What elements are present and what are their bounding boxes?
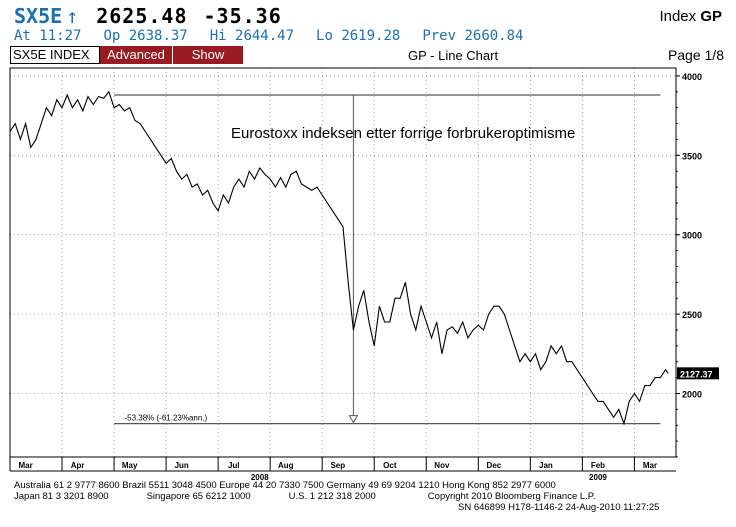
quote-details: At 11:27 Op 2638.37 Hi 2644.47 Lo 2619.28 Pr…: [14, 28, 545, 44]
quote-time: At 11:27: [14, 28, 82, 44]
decline-arrow-head: [348, 415, 359, 424]
x-tick-label: Nov: [434, 461, 450, 470]
security-field[interactable]: SX5E INDEX: [10, 46, 100, 64]
open-price: Op 2638.37: [103, 28, 188, 44]
x-tick-label: Aug: [278, 461, 294, 470]
x-tick-label: Mar: [643, 461, 657, 470]
y-tick-label: 3500: [682, 151, 702, 161]
price-series-line: [9, 90, 669, 426]
year-label: 2009: [589, 473, 607, 482]
axis-ticks: 2000 2500 3000 3500 4000 Mar Apr May Jun Jul Aug Se…: [9, 72, 702, 482]
low-price: Lo 2619.28: [316, 28, 401, 44]
x-tick-label: May: [122, 461, 138, 470]
x-tick-label: Feb: [591, 461, 605, 470]
footer-line-2: Japan 81 3 3201 8900 Singapore 65 6212 10…: [14, 491, 596, 502]
chart-marks: -53.38% (-61.23%ann.) 2127.37: [9, 90, 719, 426]
x-tick-label: Jun: [175, 461, 189, 470]
footer-singapore: Singapore 65 6212 1000: [146, 491, 251, 502]
x-tick-label: Dec: [487, 461, 502, 470]
up-arrow-icon: ↑: [66, 4, 79, 28]
x-tick-label: Oct: [383, 461, 397, 470]
high-price: Hi 2644.47: [209, 28, 295, 44]
last-price: 2625.48: [96, 4, 188, 28]
chart-axes: [9, 67, 677, 472]
show-button[interactable]: Show: [173, 46, 243, 64]
index-label: Index GP: [659, 8, 722, 25]
quote-header: SX5E ↑ 2625.48 -35.36: [14, 4, 282, 28]
x-tick-label: Jul: [228, 461, 240, 470]
last-price-label: 2127.37: [680, 369, 713, 379]
footer-japan: Japan 81 3 3201 8900: [14, 491, 109, 502]
page-indicator[interactable]: Page 1/8: [667, 47, 724, 63]
y-tick-label: 2000: [682, 389, 702, 399]
chart-annotation: Eurostoxx indeksen etter forrige forbruk…: [231, 125, 575, 142]
x-tick-label: Mar: [18, 461, 32, 470]
footer-copyright: Copyright 2010 Bloomberg Finance L.P.: [427, 491, 596, 502]
footer-line-1: Australia 61 2 9777 8600 Brazil 5511 304…: [14, 480, 556, 491]
y-tick-label: 4000: [682, 72, 702, 82]
last-price-marker: [677, 367, 719, 380]
x-tick-label: Jan: [539, 461, 553, 470]
y-tick-label: 2500: [682, 310, 702, 320]
plot-frame: [9, 67, 677, 458]
ticker-symbol[interactable]: SX5E: [14, 4, 63, 28]
prev-close: Prev 2660.84: [422, 28, 524, 44]
x-tick-label: Sep: [330, 461, 345, 470]
x-tick-label: Apr: [71, 461, 85, 470]
advanced-button[interactable]: Advanced: [100, 46, 172, 64]
decline-label: -53.38% (-61.23%ann.): [124, 414, 207, 423]
net-change: -35.36: [203, 4, 282, 28]
y-tick-label: 3000: [682, 231, 702, 241]
footer-us: U.S. 1 212 318 2000: [288, 491, 376, 502]
footer-line-3: SN 646899 H178-1146-2 24-Aug-2010 11:27:…: [458, 502, 660, 513]
function-code: GP: [700, 8, 722, 25]
chart-type-title: GP - Line Chart: [408, 48, 499, 63]
index-word: Index: [659, 8, 697, 25]
year-label: 2008: [251, 473, 269, 482]
